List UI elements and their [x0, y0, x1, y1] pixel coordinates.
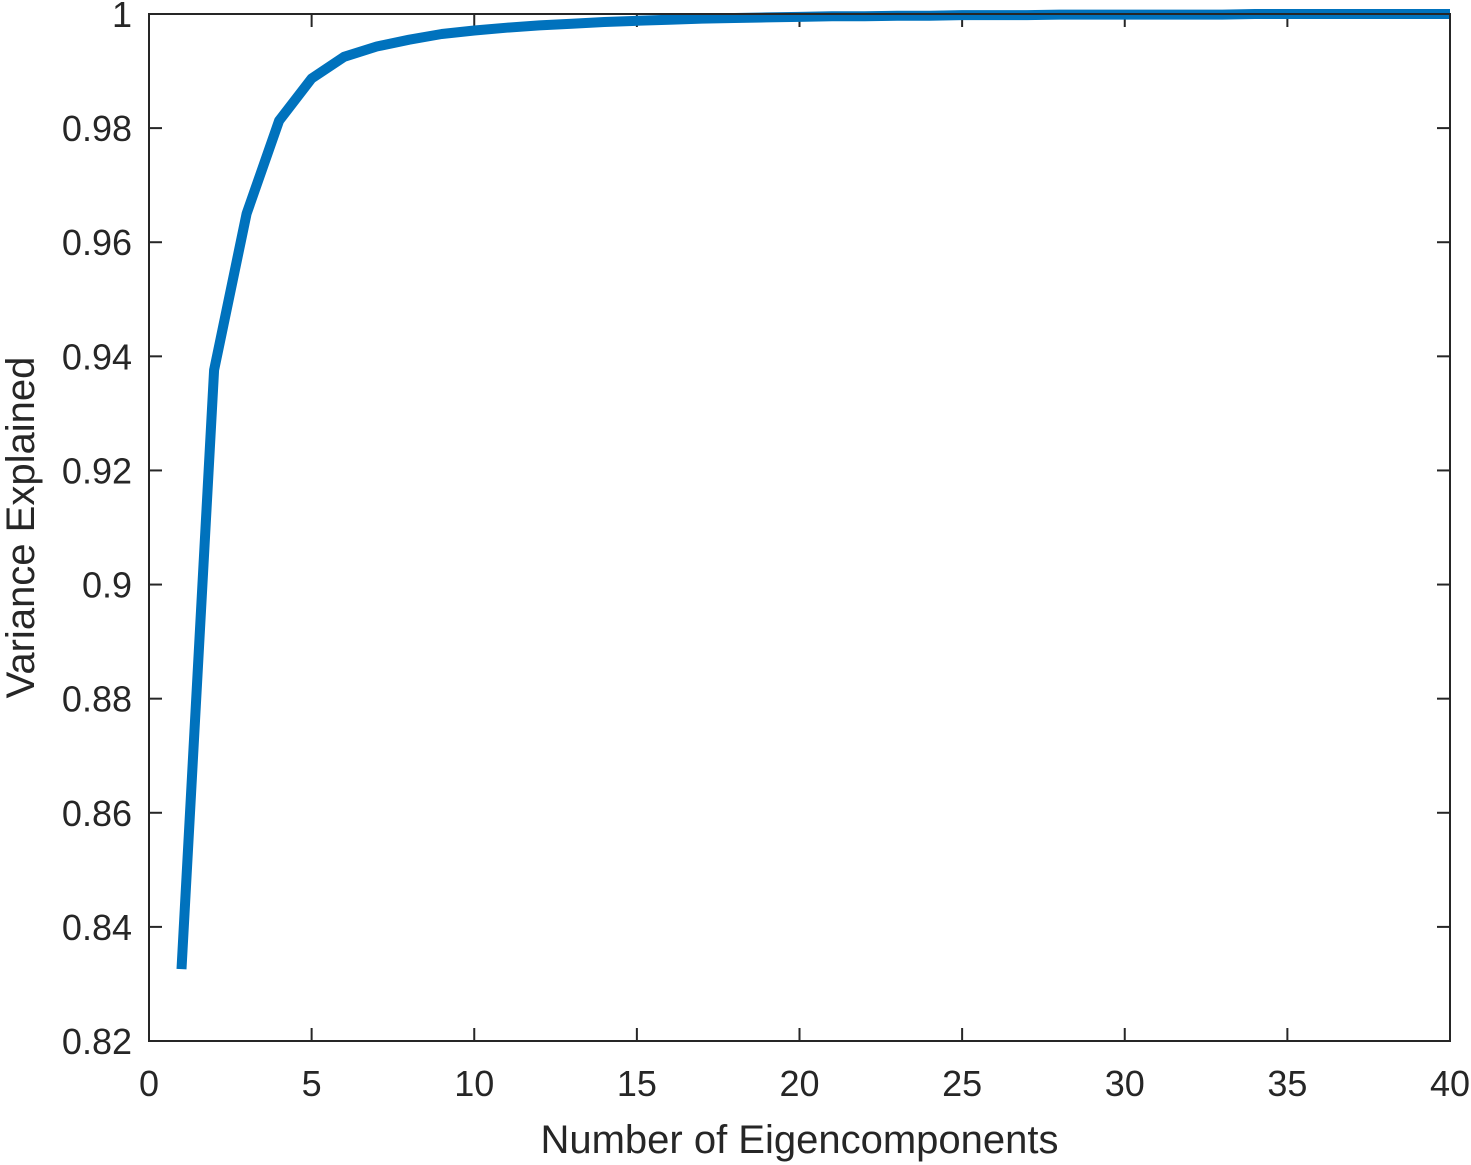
x-axis-label: Number of Eigencomponents [540, 1118, 1058, 1162]
y-tick-label: 0.88 [62, 679, 132, 720]
x-tick-label: 5 [302, 1063, 322, 1104]
y-tick-label: 0.98 [62, 108, 132, 149]
variance-explained-line [176, 9, 1450, 970]
x-tick-label: 35 [1267, 1063, 1307, 1104]
x-axis-ticks: 0 5 10 15 20 25 30 35 40 [139, 14, 1470, 1104]
x-tick-label: 25 [942, 1063, 982, 1104]
x-tick-label: 0 [139, 1063, 159, 1104]
x-tick-label: 10 [454, 1063, 494, 1104]
y-tick-label: 0.94 [62, 336, 132, 377]
x-tick-label: 20 [779, 1063, 819, 1104]
axes-box [148, 13, 1451, 1042]
y-tick-label: 0.96 [62, 222, 132, 263]
y-axis-ticks: 0.82 0.84 0.86 0.88 0.9 0.92 0.94 0.96 0.98 1 [62, 0, 1450, 1062]
x-tick-label: 15 [617, 1063, 657, 1104]
x-tick-label: 40 [1430, 1063, 1470, 1104]
y-tick-label: 1 [112, 0, 132, 35]
y-axis-label: Variance Explained [0, 357, 43, 699]
y-tick-label: 0.92 [62, 450, 132, 491]
y-tick-label: 0.82 [62, 1021, 132, 1062]
y-tick-label: 0.84 [62, 907, 132, 948]
y-tick-label: 0.9 [82, 565, 132, 606]
x-tick-label: 30 [1105, 1063, 1145, 1104]
y-tick-label: 0.86 [62, 793, 132, 834]
